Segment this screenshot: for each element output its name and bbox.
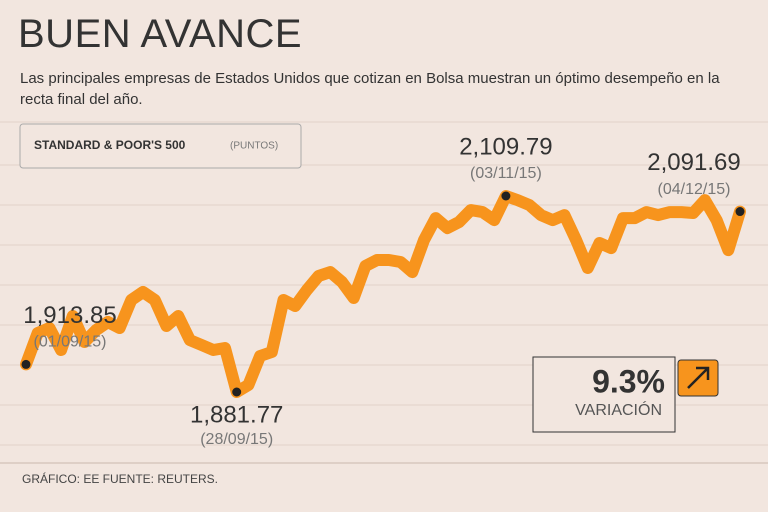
point (501, 191, 511, 201)
value-label: 1,881.77 (190, 401, 283, 428)
value-label: 2,109.79 (459, 133, 552, 160)
date-label: (01/09/15) (34, 334, 107, 351)
date-label: (03/11/15) (470, 165, 542, 182)
arrow-glyph (687, 366, 710, 389)
chart-subtitle: Las principales empresas de Estados Unid… (20, 70, 720, 108)
value-label: 2,091.69 (647, 149, 740, 176)
source: GRÁFICO: EE FUENTE: REUTERS. (22, 471, 218, 486)
series-box (19, 123, 302, 169)
variation-value: 9.3% (592, 363, 665, 399)
variation-label: VARIACIÓN (575, 400, 662, 419)
line (20, 190, 746, 398)
value-label: 1,913.85 (23, 302, 116, 329)
series-label: STANDARD & POOR'S 500 (34, 138, 186, 152)
point (21, 359, 31, 369)
date-label: (28/09/15) (200, 431, 273, 448)
date-label: (04/12/15) (658, 181, 731, 198)
point (232, 387, 242, 397)
chart-title: BUEN AVANCE (18, 12, 303, 56)
unit-label: (PUNTOS) (230, 141, 278, 152)
point (735, 207, 745, 217)
variation-box (532, 356, 676, 433)
